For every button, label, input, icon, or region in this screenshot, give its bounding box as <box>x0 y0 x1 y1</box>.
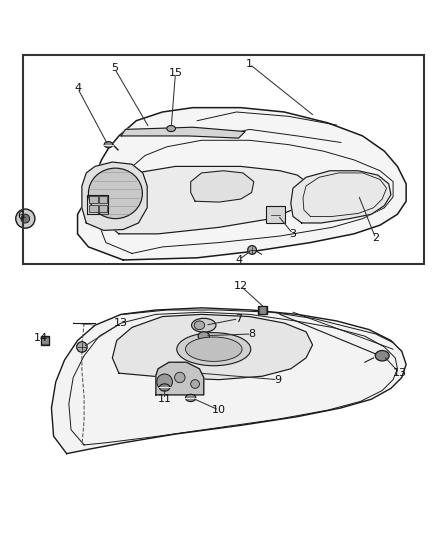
Polygon shape <box>82 162 147 230</box>
Ellipse shape <box>248 246 256 254</box>
Ellipse shape <box>21 214 30 223</box>
Text: 1: 1 <box>246 59 253 69</box>
Bar <box>266 206 285 223</box>
Ellipse shape <box>191 379 199 389</box>
Text: 3: 3 <box>290 229 297 239</box>
Polygon shape <box>156 362 204 395</box>
Bar <box>258 305 267 314</box>
Ellipse shape <box>198 332 209 341</box>
Bar <box>89 205 98 212</box>
Bar <box>89 197 98 204</box>
Text: 13: 13 <box>392 368 406 378</box>
Ellipse shape <box>185 337 242 361</box>
Ellipse shape <box>185 394 196 401</box>
Bar <box>23 55 424 264</box>
Polygon shape <box>104 166 306 234</box>
Text: 15: 15 <box>169 68 183 78</box>
Ellipse shape <box>175 372 185 383</box>
Bar <box>41 336 49 345</box>
Polygon shape <box>51 308 406 454</box>
Ellipse shape <box>16 209 35 228</box>
Text: 10: 10 <box>212 405 226 415</box>
Ellipse shape <box>191 318 216 332</box>
Text: 4: 4 <box>74 83 81 93</box>
Polygon shape <box>78 108 406 260</box>
Polygon shape <box>87 195 108 214</box>
Text: 8: 8 <box>248 329 255 339</box>
Text: 12: 12 <box>234 281 248 291</box>
Ellipse shape <box>159 384 170 391</box>
Text: 2: 2 <box>372 233 379 243</box>
Polygon shape <box>291 171 391 223</box>
Ellipse shape <box>194 321 205 329</box>
Ellipse shape <box>77 342 87 352</box>
Text: 14: 14 <box>33 333 48 343</box>
Text: 6: 6 <box>18 212 25 221</box>
Ellipse shape <box>88 168 142 219</box>
Ellipse shape <box>104 142 113 148</box>
Ellipse shape <box>157 374 173 390</box>
Text: 5: 5 <box>111 63 118 74</box>
Text: 9: 9 <box>274 375 281 385</box>
Ellipse shape <box>375 351 389 361</box>
Polygon shape <box>113 314 313 379</box>
Ellipse shape <box>167 125 176 132</box>
Text: 11: 11 <box>158 394 172 404</box>
Polygon shape <box>191 171 254 202</box>
Bar <box>260 308 265 313</box>
Text: 13: 13 <box>114 318 128 328</box>
Bar <box>99 205 107 212</box>
Text: 7: 7 <box>235 314 242 324</box>
Polygon shape <box>121 127 245 138</box>
Bar <box>42 338 47 343</box>
Bar <box>99 197 107 204</box>
Ellipse shape <box>177 333 251 366</box>
Text: 4: 4 <box>235 255 242 265</box>
